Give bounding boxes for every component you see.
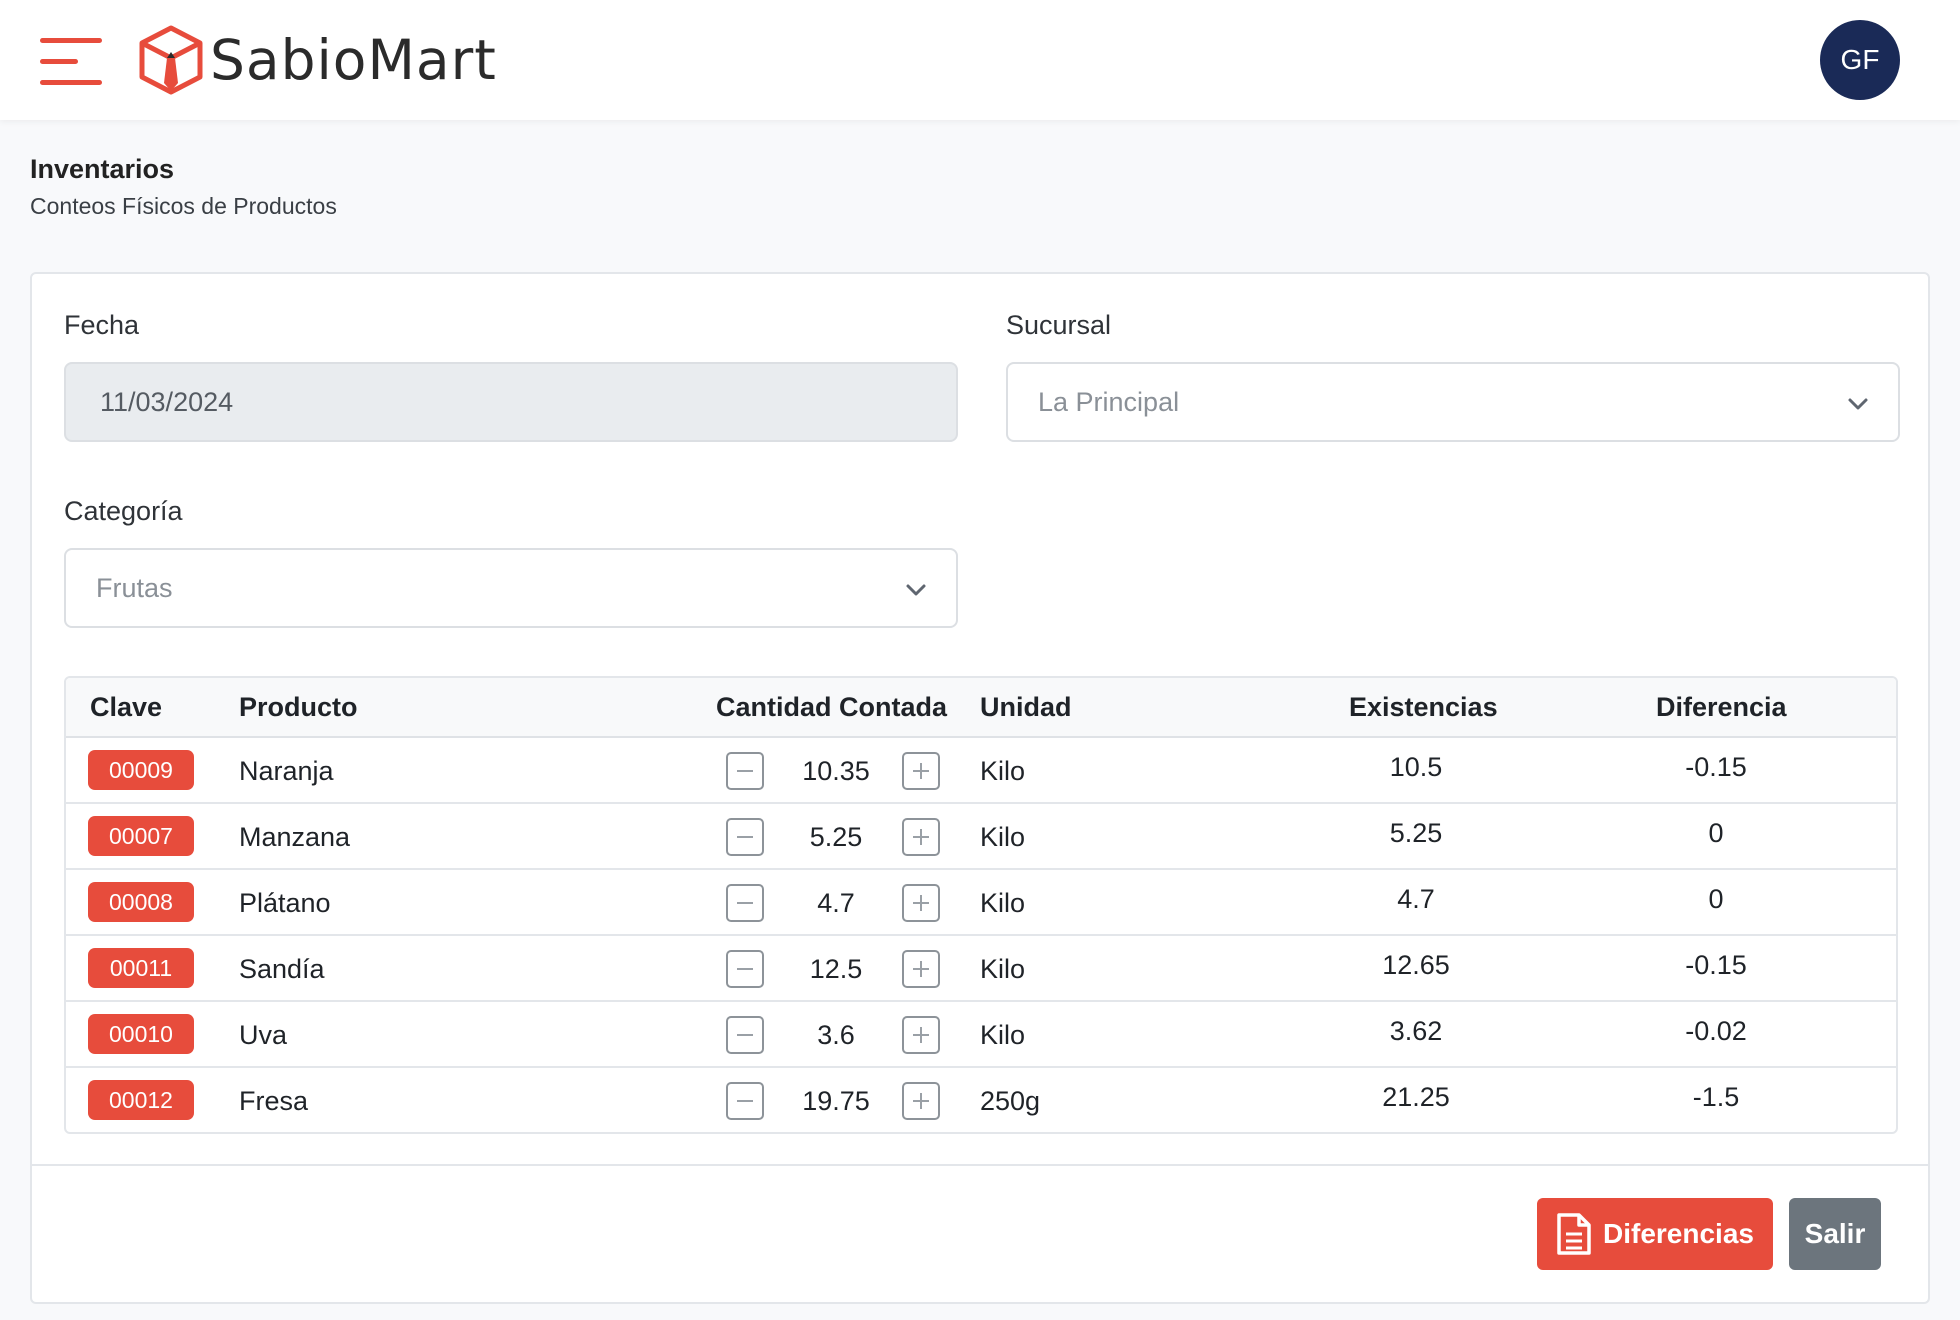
existencias-cell: 12.65 bbox=[1382, 950, 1450, 980]
diferencia-cell: -0.15 bbox=[1685, 752, 1747, 782]
unidad-cell: Kilo bbox=[980, 954, 1026, 984]
table-row: 00011 Sandía 12.5 Kilo 12.65 -0.15 bbox=[66, 936, 1896, 1002]
unidad-cell: 250g bbox=[980, 1086, 1041, 1116]
increment-button[interactable] bbox=[902, 752, 940, 790]
clave-value: 00011 bbox=[109, 954, 173, 981]
decrement-button[interactable] bbox=[726, 884, 764, 922]
decrement-button[interactable] bbox=[726, 1016, 764, 1054]
column-header-clave: Clave bbox=[90, 692, 163, 722]
cantidad-value[interactable]: 19.75 bbox=[802, 1086, 870, 1116]
existencias-cell: 3.62 bbox=[1389, 1016, 1443, 1046]
increment-button[interactable] bbox=[902, 884, 940, 922]
unidad-cell: Kilo bbox=[980, 888, 1026, 918]
chevron-down-icon bbox=[1848, 398, 1868, 410]
table-row: 00008 Plátano 4.7 Kilo 4.7 0 bbox=[66, 870, 1896, 936]
clave-value: 00012 bbox=[109, 1086, 173, 1113]
chevron-down-icon bbox=[906, 584, 926, 596]
cantidad-value[interactable]: 5.25 bbox=[809, 822, 863, 852]
page-title: Inventarios bbox=[30, 154, 175, 184]
table-header: Clave Producto Cantidad Contada Unidad E… bbox=[66, 678, 1896, 738]
clave-badge: 00007 bbox=[88, 816, 194, 856]
inventory-card: Fecha 11/03/2024 Sucursal La Principal C… bbox=[30, 272, 1930, 1304]
existencias-cell: 10.5 bbox=[1389, 752, 1443, 782]
top-navbar: SabioMart GF bbox=[0, 0, 1960, 120]
decrement-button[interactable] bbox=[726, 818, 764, 856]
cantidad-value[interactable]: 3.6 bbox=[817, 1020, 855, 1050]
column-header-unidad: Unidad bbox=[980, 692, 1072, 722]
cantidad-value[interactable]: 10.35 bbox=[802, 756, 870, 786]
column-header-producto: Producto bbox=[239, 692, 358, 722]
salir-button[interactable]: Salir bbox=[1789, 1198, 1881, 1270]
column-header-diferencia: Diferencia bbox=[1656, 692, 1787, 722]
cube-logo-icon bbox=[139, 25, 203, 95]
sucursal-label: Sucursal bbox=[1006, 310, 1112, 340]
clave-badge: 00010 bbox=[88, 1014, 194, 1054]
producto-cell: Fresa bbox=[239, 1086, 309, 1116]
table-row: 00007 Manzana 5.25 Kilo 5.25 0 bbox=[66, 804, 1896, 870]
salir-label: Salir bbox=[1804, 1218, 1866, 1249]
producto-cell: Uva bbox=[239, 1020, 288, 1050]
table-row: 00009 Naranja 10.35 Kilo 10.5 -0.15 bbox=[66, 738, 1896, 804]
categoria-value: Frutas bbox=[96, 572, 173, 603]
diferencia-cell: 0 bbox=[1708, 818, 1724, 848]
diferencia-cell: -0.15 bbox=[1685, 950, 1747, 980]
clave-value: 00010 bbox=[109, 1020, 173, 1047]
diferencias-label: Diferencias bbox=[1603, 1218, 1754, 1249]
categoria-label: Categoría bbox=[64, 496, 183, 526]
clave-value: 00009 bbox=[109, 756, 173, 783]
clave-badge: 00011 bbox=[88, 948, 194, 988]
unidad-cell: Kilo bbox=[980, 756, 1026, 786]
inventory-table: Clave Producto Cantidad Contada Unidad E… bbox=[64, 676, 1898, 1134]
clave-value: 00008 bbox=[109, 888, 173, 915]
decrement-button[interactable] bbox=[726, 752, 764, 790]
increment-button[interactable] bbox=[902, 1016, 940, 1054]
column-header-cantidad: Cantidad Contada bbox=[716, 692, 948, 722]
table-row: 00010 Uva 3.6 Kilo 3.62 -0.02 bbox=[66, 1002, 1896, 1068]
sucursal-value: La Principal bbox=[1038, 386, 1180, 417]
unidad-cell: Kilo bbox=[980, 1020, 1026, 1050]
clave-badge: 00008 bbox=[88, 882, 194, 922]
categoria-select[interactable]: Frutas bbox=[64, 548, 958, 628]
existencias-cell: 21.25 bbox=[1382, 1082, 1450, 1112]
brand-name: SabioMart bbox=[210, 28, 497, 92]
decrement-button[interactable] bbox=[726, 1082, 764, 1120]
sucursal-select[interactable]: La Principal bbox=[1006, 362, 1900, 442]
increment-button[interactable] bbox=[902, 818, 940, 856]
user-avatar[interactable]: GF bbox=[1820, 20, 1900, 100]
page-subtitle: Conteos Físicos de Productos bbox=[30, 193, 337, 219]
cantidad-value[interactable]: 12.5 bbox=[809, 954, 863, 984]
diferencia-cell: 0 bbox=[1708, 884, 1724, 914]
brand[interactable]: SabioMart bbox=[138, 24, 497, 96]
increment-button[interactable] bbox=[902, 950, 940, 988]
existencias-cell: 5.25 bbox=[1389, 818, 1443, 848]
table-row: 00012 Fresa 19.75 250g 21.25 -1.5 bbox=[66, 1068, 1896, 1132]
fecha-label: Fecha bbox=[64, 310, 140, 340]
increment-button[interactable] bbox=[902, 1082, 940, 1120]
hamburger-menu-icon[interactable] bbox=[40, 38, 102, 86]
clave-badge: 00012 bbox=[88, 1080, 194, 1120]
clave-value: 00007 bbox=[109, 822, 173, 849]
card-footer: Diferencias Salir bbox=[32, 1164, 1928, 1304]
document-icon bbox=[1557, 1213, 1591, 1255]
fecha-input[interactable]: 11/03/2024 bbox=[64, 362, 958, 442]
column-header-existencias: Existencias bbox=[1349, 692, 1498, 722]
producto-cell: Manzana bbox=[239, 822, 351, 852]
diferencia-cell: -1.5 bbox=[1692, 1082, 1740, 1112]
clave-badge: 00009 bbox=[88, 750, 194, 790]
unidad-cell: Kilo bbox=[980, 822, 1026, 852]
producto-cell: Naranja bbox=[239, 756, 334, 786]
diferencias-button[interactable]: Diferencias bbox=[1537, 1198, 1773, 1270]
existencias-cell: 4.7 bbox=[1397, 884, 1435, 914]
decrement-button[interactable] bbox=[726, 950, 764, 988]
fecha-value: 11/03/2024 bbox=[100, 386, 234, 417]
producto-cell: Sandía bbox=[239, 954, 325, 984]
producto-cell: Plátano bbox=[239, 888, 331, 918]
diferencia-cell: -0.02 bbox=[1685, 1016, 1747, 1046]
avatar-initials: GF bbox=[1840, 44, 1880, 75]
cantidad-value[interactable]: 4.7 bbox=[817, 888, 855, 918]
